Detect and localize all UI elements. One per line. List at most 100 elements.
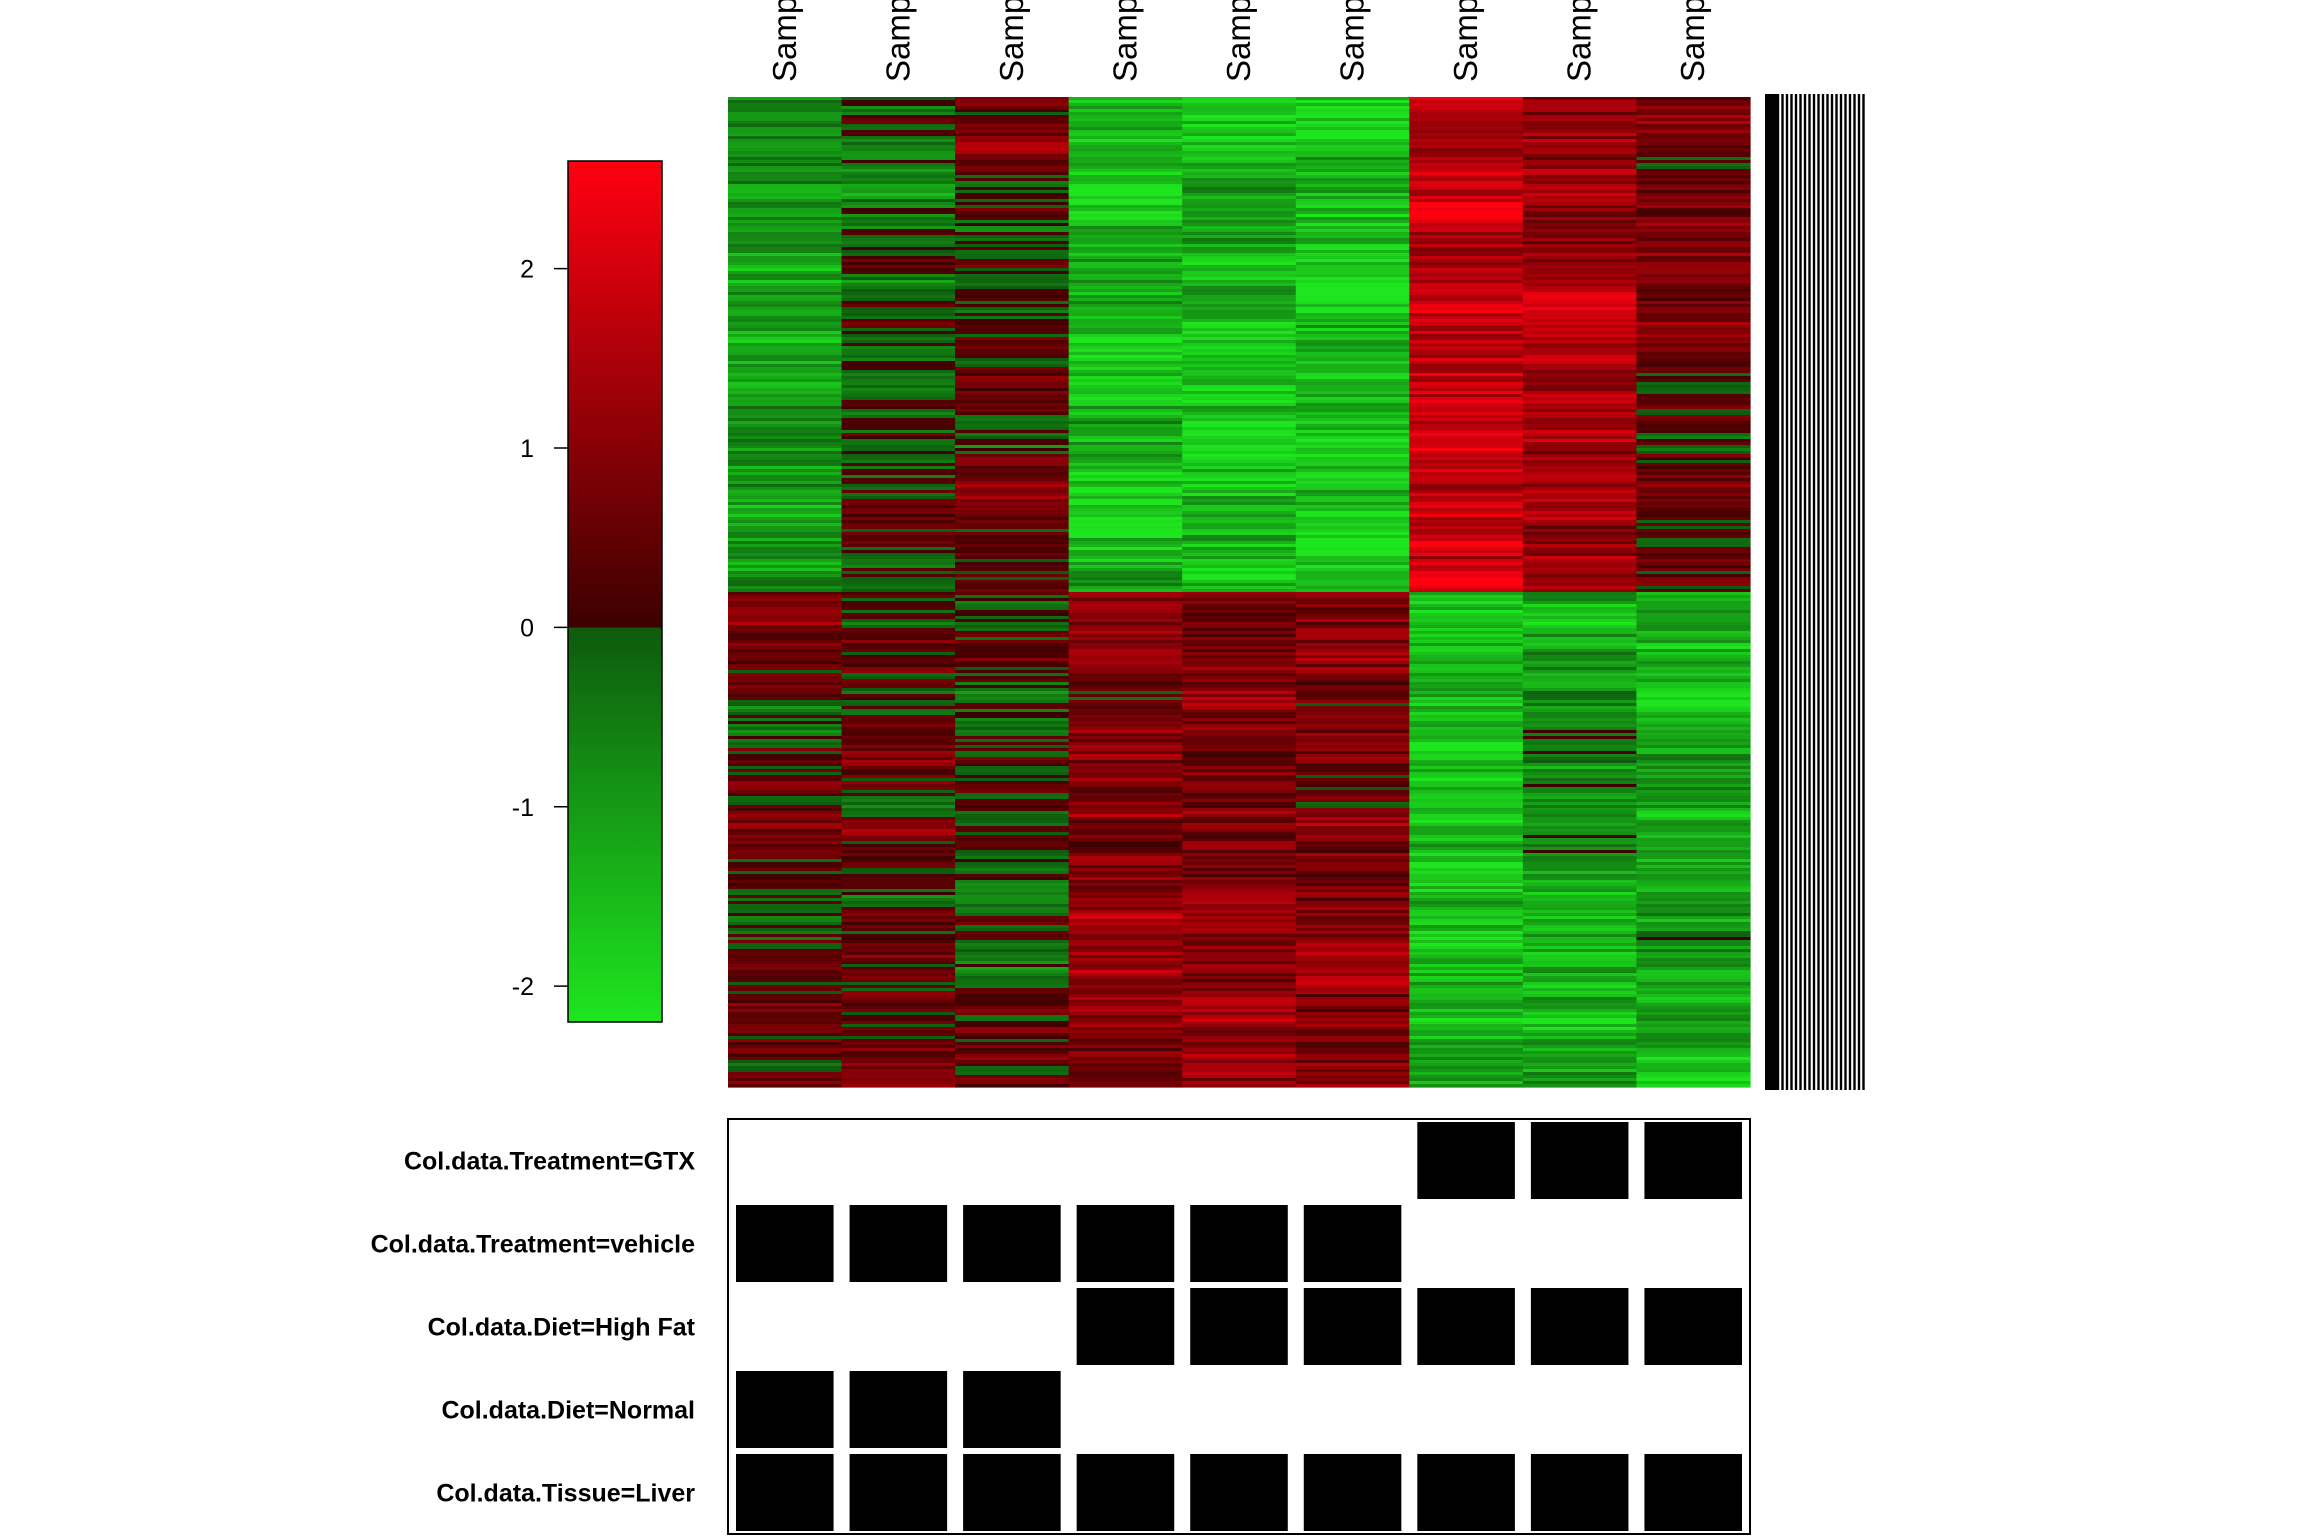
heatmap-cell — [1636, 415, 1751, 419]
heatmap-cell — [1522, 430, 1638, 434]
heatmap-cell — [841, 640, 956, 644]
heatmap-cell — [1409, 241, 1524, 245]
heatmap-cell — [1522, 265, 1638, 269]
heatmap-cell — [728, 811, 843, 815]
heatmap-cell — [1182, 952, 1297, 956]
heatmap-cell — [1295, 193, 1410, 197]
heatmap-cell — [1068, 979, 1183, 983]
heatmap-cell — [728, 298, 843, 302]
heatmap-cell — [1409, 145, 1524, 149]
heatmap-cell — [1522, 823, 1638, 827]
heatmap-cell — [728, 361, 843, 365]
heatmap-cell — [1068, 379, 1183, 383]
heatmap-cell — [1636, 907, 1751, 911]
heatmap-cell — [1182, 1039, 1297, 1043]
heatmap-cell — [841, 328, 956, 332]
heatmap-cell — [728, 115, 843, 119]
heatmap-cell — [1068, 652, 1183, 656]
heatmap-cell — [955, 736, 1070, 740]
heatmap-cell — [1068, 478, 1183, 482]
heatmap-cell — [728, 622, 843, 626]
heatmap-cell — [728, 1066, 843, 1070]
heatmap-cell — [1295, 712, 1410, 716]
heatmap-cell — [1522, 427, 1638, 431]
heatmap-cell — [728, 961, 843, 965]
heatmap-cell — [1182, 601, 1297, 605]
heatmap-cell — [841, 190, 956, 194]
heatmap-cell — [955, 862, 1070, 866]
heatmap-cell — [1636, 121, 1751, 125]
heatmap-cell — [1295, 448, 1410, 452]
heatmap-cell — [1182, 355, 1297, 359]
heatmap-cell — [841, 361, 956, 365]
heatmap-cell — [1636, 418, 1751, 422]
heatmap-cell — [1522, 871, 1638, 875]
heatmap-cell — [728, 862, 843, 866]
heatmap-cell — [841, 322, 956, 326]
heatmap-cell — [1068, 514, 1183, 518]
heatmap-cell — [1068, 1066, 1183, 1070]
heatmap-cell — [1182, 517, 1297, 521]
heatmap-cell — [1636, 484, 1751, 488]
heatmap-cell — [1522, 259, 1638, 263]
heatmap-cell — [955, 130, 1070, 134]
heatmap-cell — [841, 667, 956, 671]
heatmap-cell — [1182, 955, 1297, 959]
heatmap-cell — [1636, 868, 1751, 872]
heatmap-cell — [841, 304, 956, 308]
heatmap-cell — [955, 553, 1070, 557]
heatmap-cell — [841, 1045, 956, 1049]
heatmap-cell — [728, 742, 843, 746]
heatmap-cell — [955, 97, 1070, 101]
heatmap-row-group — [728, 97, 1751, 593]
heatmap-cell — [1182, 595, 1297, 599]
heatmap-cell — [728, 1036, 843, 1040]
heatmap-cell — [1522, 658, 1638, 662]
heatmap-cell — [1636, 421, 1751, 425]
heatmap-cell — [955, 1033, 1070, 1037]
heatmap-cell — [1409, 286, 1524, 290]
heatmap-cell — [1182, 874, 1297, 878]
heatmap-cell — [1636, 1072, 1751, 1076]
heatmap-cell — [1409, 991, 1524, 995]
heatmap-cell — [1636, 526, 1751, 530]
heatmap-cell — [1409, 832, 1524, 836]
heatmap-cell — [1522, 619, 1638, 623]
heatmap-cell — [1522, 1057, 1638, 1061]
heatmap-cell — [841, 1048, 956, 1052]
heatmap-cell — [1182, 253, 1297, 257]
heatmap-cell — [1295, 706, 1410, 710]
heatmap-cell — [1295, 745, 1410, 749]
heatmap-cell — [1068, 862, 1183, 866]
heatmap-cell — [841, 559, 956, 563]
heatmap-cell — [1068, 709, 1183, 713]
heatmap-cell — [841, 757, 956, 761]
heatmap-cell — [955, 514, 1070, 518]
heatmap-cell — [1636, 874, 1751, 878]
heatmap-cell — [1182, 391, 1297, 395]
heatmap-cell — [1409, 841, 1524, 845]
heatmap-cell — [1182, 1072, 1297, 1076]
heatmap-cell — [1182, 193, 1297, 197]
heatmap-cell — [955, 676, 1070, 680]
heatmap-cell — [1409, 283, 1524, 287]
heatmap-cell — [1295, 262, 1410, 266]
heatmap-cell — [1068, 685, 1183, 689]
heatmap-cell — [1068, 589, 1183, 593]
heatmap-cell — [1068, 892, 1183, 896]
heatmap-cell — [955, 1030, 1070, 1034]
heatmap-cell — [1182, 292, 1297, 296]
row-labels — [1765, 94, 1865, 1090]
heatmap-cell — [1636, 964, 1751, 968]
heatmap-cell — [1068, 292, 1183, 296]
heatmap-cell — [1182, 439, 1297, 443]
heatmap-cell — [728, 994, 843, 998]
heatmap-cell — [1295, 673, 1410, 677]
heatmap-cell — [1182, 835, 1297, 839]
heatmap-cell — [1295, 970, 1410, 974]
heatmap-cell — [1068, 301, 1183, 305]
heatmap-cell — [1068, 808, 1183, 812]
heatmap-cell — [1295, 508, 1410, 512]
heatmap-cell — [1409, 214, 1524, 218]
heatmap-cell — [1636, 772, 1751, 776]
